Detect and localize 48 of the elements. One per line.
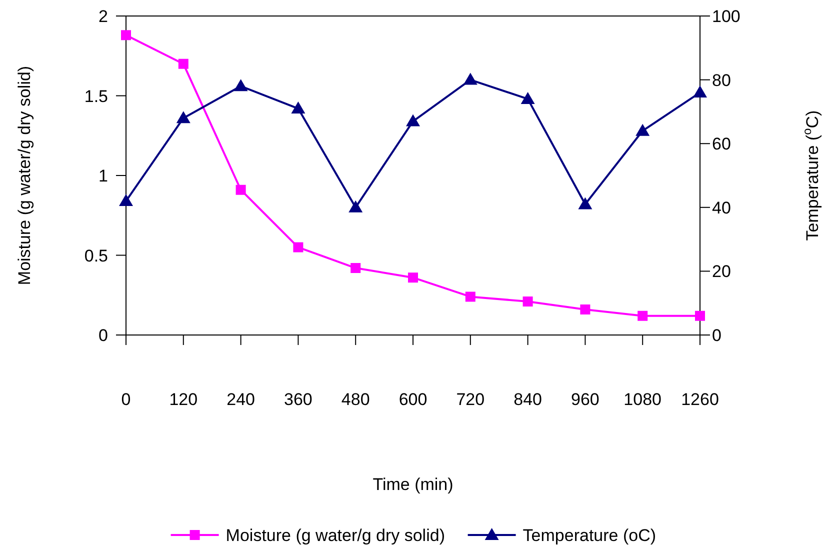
- x-axis-title: Time (min): [372, 475, 454, 494]
- point: [578, 197, 592, 210]
- y-axis-title: Moisture (g water/g dry solid): [15, 66, 34, 286]
- point: [520, 92, 535, 104]
- point: [408, 272, 418, 283]
- point: [293, 242, 304, 252]
- x-tick-label: 120: [169, 390, 198, 409]
- x-tick-label: 720: [456, 390, 485, 409]
- point: [348, 200, 363, 212]
- point: [638, 310, 648, 321]
- y2-tick-label: 20: [712, 262, 731, 282]
- y2-tick-label: 0: [712, 326, 722, 345]
- point: [119, 194, 133, 206]
- legend-label: Temperature (oC): [522, 526, 656, 545]
- point: [121, 30, 131, 40]
- point: [176, 111, 190, 124]
- x-tick-label: 0: [121, 390, 131, 409]
- x-tick-label: 480: [341, 390, 370, 409]
- point: [236, 184, 246, 195]
- point: [463, 72, 478, 85]
- point: [291, 102, 306, 114]
- point: [178, 58, 188, 69]
- y-tick-label: 2: [98, 7, 108, 26]
- point: [406, 114, 420, 126]
- legend-label: Moisture (g water/g dry solid): [226, 526, 445, 545]
- y2-tick-label: 100: [712, 7, 740, 26]
- y-tick-label: 0: [98, 326, 108, 345]
- x-tick-label: 960: [571, 390, 600, 409]
- y2-tick-label: 60: [712, 134, 731, 154]
- x-tick-label: 600: [398, 390, 428, 409]
- point: [693, 86, 707, 98]
- x-tick-label: 840: [514, 390, 542, 409]
- point: [522, 296, 533, 307]
- y2-tick-label: 80: [712, 70, 731, 90]
- point: [350, 263, 361, 274]
- y-tick-label: 1: [98, 166, 108, 186]
- point: [234, 79, 248, 92]
- x-tick-label: 1260: [681, 390, 719, 409]
- point: [636, 124, 650, 136]
- y-tick-label: 1.5: [84, 86, 108, 106]
- x-tick-label: 240: [226, 390, 255, 409]
- x-tick-label: 360: [284, 390, 312, 409]
- x-tick-label: 1080: [624, 390, 662, 409]
- y2-tick-label: 40: [712, 198, 731, 218]
- point: [580, 304, 590, 314]
- point: [465, 292, 476, 302]
- point: [695, 310, 705, 321]
- y-tick-label: 0.5: [84, 246, 108, 266]
